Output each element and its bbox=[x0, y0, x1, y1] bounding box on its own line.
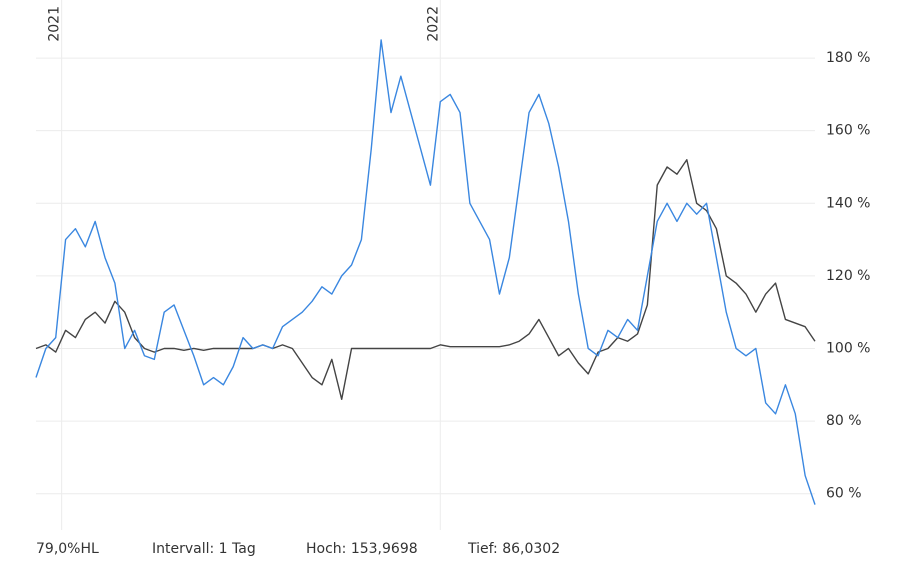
x-tick-label: 2022 bbox=[425, 6, 441, 42]
y-tick-label: 60 % bbox=[826, 486, 862, 502]
x-tick-label: 2021 bbox=[47, 6, 63, 42]
y-tick-label: 100 % bbox=[826, 340, 870, 356]
footer-item: Hoch: 153,9698 bbox=[306, 541, 418, 557]
footer-item: Intervall: 1 Tag bbox=[152, 541, 256, 557]
series-line bbox=[35, 159, 816, 401]
y-tick-label: 180 % bbox=[826, 50, 870, 66]
y-tick-label: 120 % bbox=[826, 268, 870, 284]
footer-item: Tief: 86,0302 bbox=[467, 541, 560, 557]
series-line bbox=[35, 39, 816, 505]
y-tick-label: 140 % bbox=[826, 195, 870, 211]
footer-item: 79,0%HL bbox=[36, 541, 99, 557]
y-tick-label: 160 % bbox=[826, 123, 870, 139]
y-tick-label: 80 % bbox=[826, 413, 862, 429]
